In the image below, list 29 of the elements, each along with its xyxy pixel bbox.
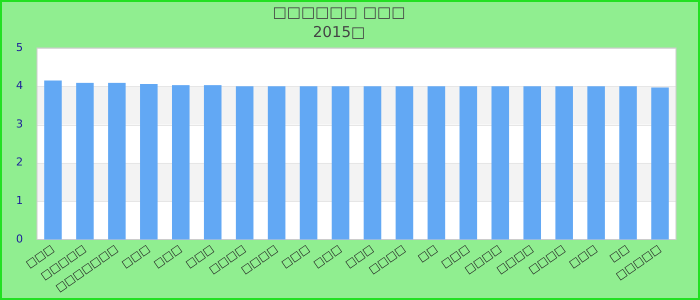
bar [108, 82, 126, 240]
bar [332, 86, 350, 240]
bar [236, 86, 254, 240]
chart-subtitle: 2015□ [312, 22, 366, 41]
bar [172, 85, 190, 240]
bar [523, 86, 542, 240]
y-tick-label: 2 [16, 156, 23, 169]
y-tick-label: 3 [16, 117, 23, 130]
bar [587, 86, 605, 240]
bar [204, 85, 222, 240]
bar [268, 86, 286, 240]
bar [44, 80, 62, 240]
bar [619, 86, 637, 240]
y-tick-label: 5 [16, 40, 23, 54]
bar [460, 86, 478, 240]
bar [396, 86, 414, 240]
bar [364, 86, 382, 240]
bar [300, 86, 318, 240]
bar [428, 86, 446, 240]
bar [491, 86, 510, 240]
y-tick-label: 4 [16, 79, 23, 92]
y-tick-label: 1 [16, 194, 23, 208]
chart-title: □□□□□□ □□□ [272, 2, 406, 21]
bar [76, 82, 94, 240]
y-tick-label: 0 [16, 232, 23, 246]
bar [651, 87, 669, 240]
x-tick-label: □□ [415, 242, 440, 265]
bar [555, 86, 573, 240]
bar [140, 84, 158, 240]
